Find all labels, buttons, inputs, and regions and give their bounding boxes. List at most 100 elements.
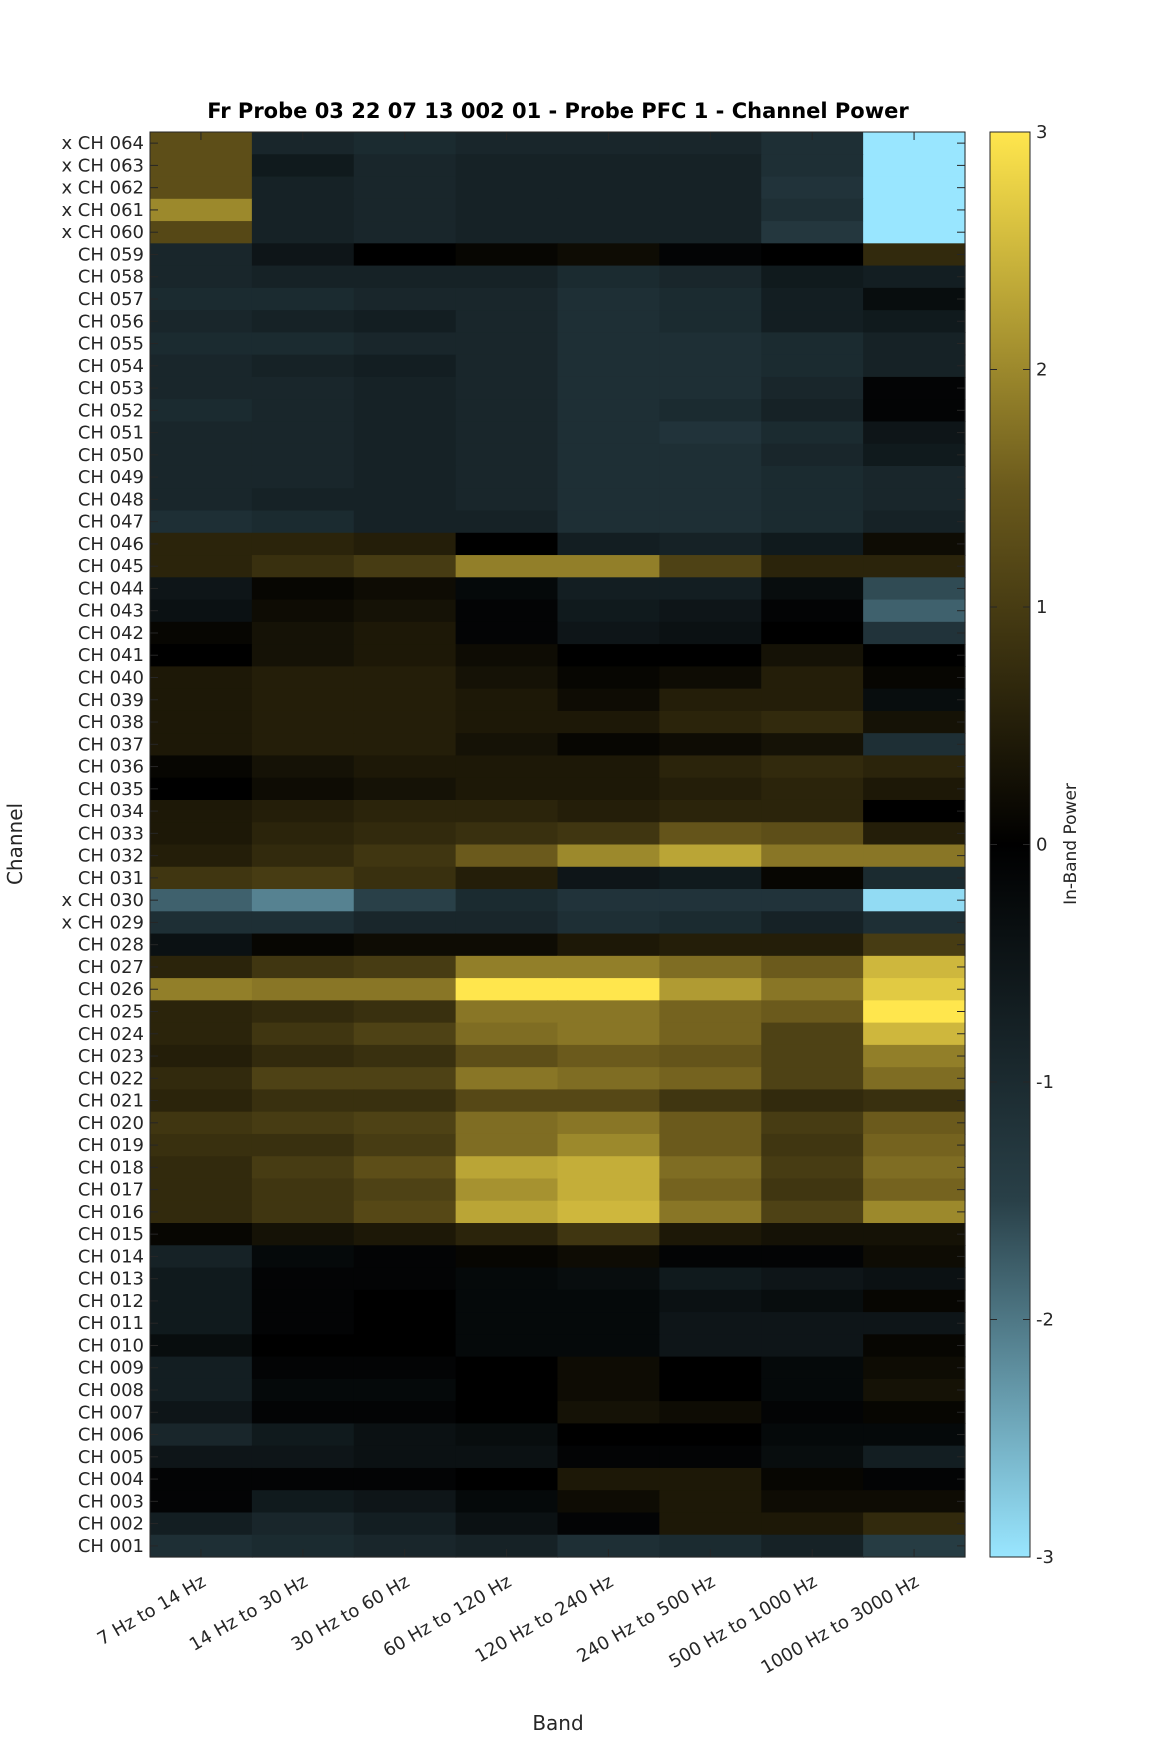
heatmap-cell [251,1334,355,1358]
heatmap-cell [251,911,355,935]
heatmap-cell [863,421,966,445]
heatmap-cell [353,799,457,823]
chart-title: Fr Probe 03 22 07 13 002 01 - Probe PFC … [207,99,909,123]
heatmap-cell [251,443,355,467]
heatmap-cell [251,243,355,267]
heatmap-cell [761,755,864,779]
heatmap-cell [150,933,253,957]
heatmap-cell [150,332,253,356]
heatmap-cell [761,644,864,667]
heatmap-cell [353,1245,457,1269]
heatmap-cell [557,443,660,467]
heatmap-cell [659,933,762,957]
heatmap-cell [353,221,457,244]
heatmap-cell [455,1378,559,1402]
heatmap-cell [863,621,966,645]
heatmap-cell [455,1512,559,1536]
heatmap-cell [455,443,559,467]
heatmap-cell [455,889,559,912]
heatmap-cell [353,844,457,868]
heatmap-cell [863,510,966,534]
heatmap-cell [863,911,966,935]
heatmap-cell [863,1111,966,1135]
heatmap-cell [150,1334,253,1358]
heatmap-cell [863,443,966,467]
heatmap-cell [353,1467,457,1491]
heatmap-cell [761,1401,864,1425]
heatmap-cell [557,1089,660,1113]
y-axis-title: Channel [3,803,27,885]
heatmap-cell [761,198,864,222]
heatmap-cell [150,688,253,712]
heatmap-cell [863,354,966,378]
heatmap-cell [863,777,966,801]
heatmap-cell [150,154,253,178]
heatmap-cell [150,644,253,667]
heatmap-cell [251,332,355,356]
heatmap-cell [455,265,559,289]
heatmap-cell [557,1133,660,1157]
heatmap-cell [251,777,355,801]
colorbar-title: In-Band Power [1061,783,1081,905]
heatmap-cell [353,1133,457,1157]
heatmap-cell [150,132,253,155]
heatmap-cell [455,1467,559,1491]
y-tick-label: CH 045 [78,556,144,577]
heatmap-cell [863,1245,966,1269]
heatmap-cell [863,1289,966,1313]
y-tick-label: CH 028 [78,935,144,956]
heatmap-cell [761,844,864,868]
y-tick-label: CH 012 [78,1291,144,1312]
heatmap-cell [150,1512,253,1536]
heatmap-cell [150,510,253,534]
y-tick-label: CH 057 [78,289,144,310]
heatmap-cell [150,399,253,423]
heatmap-cell [863,488,966,512]
heatmap-cell [251,710,355,734]
heatmap-cell [659,376,762,400]
heatmap-cell [150,1200,253,1224]
heatmap-cell [353,1223,457,1246]
heatmap-cell [251,1223,355,1246]
heatmap-cell [659,1289,762,1313]
heatmap-cell [761,532,864,556]
heatmap-cell [557,1378,660,1402]
heatmap-cell [455,978,559,1001]
heatmap-cell [557,978,660,1001]
heatmap-cell [863,644,966,667]
heatmap-cell [353,532,457,556]
heatmap-cell [150,866,253,890]
heatmap-cell [455,1401,559,1425]
y-tick-label: CH 054 [78,356,144,377]
y-tick-label: CH 058 [78,267,144,288]
heatmap-cell [761,154,864,178]
y-tick-label: CH 032 [78,846,144,867]
y-tick-label: CH 013 [78,1269,144,1290]
heatmap-cell [557,1022,660,1046]
heatmap-cell [659,599,762,623]
heatmap-cell [251,287,355,311]
heatmap-cell [455,243,559,267]
y-tick-label: CH 002 [78,1514,144,1535]
heatmap-cell [659,911,762,935]
heatmap-cell [150,1467,253,1491]
y-tick-label: CH 042 [78,623,144,644]
heatmap-cell [761,1089,864,1113]
heatmap-cell [251,555,355,578]
heatmap-cell [659,1245,762,1269]
heatmap-cell [353,1445,457,1469]
heatmap-cell [251,666,355,690]
heatmap-cell [557,310,660,333]
heatmap-cell [761,978,864,1001]
colorbar-tick-label: 2 [1036,360,1047,381]
heatmap-cell [863,1423,966,1447]
heatmap-cell [455,1312,559,1335]
heatmap-cell [455,510,559,534]
heatmap-cell [761,1423,864,1447]
heatmap-cell [455,955,559,979]
heatmap-cell [659,1022,762,1046]
y-tick-label: CH 011 [78,1313,144,1334]
heatmap-cell [150,799,253,823]
heatmap-cell [659,265,762,289]
